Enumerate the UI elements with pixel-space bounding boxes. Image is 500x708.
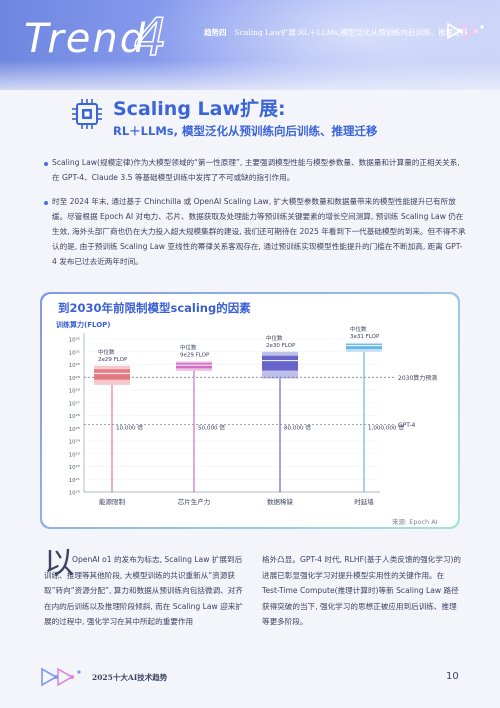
y-tick-label: 10²⁰ <box>69 490 81 497</box>
header-title-text: Scaling Law扩展:RL＋LLMs,模型泛化从预训练向后训练、推理迁移 <box>234 28 469 37</box>
section-title: Scaling Law扩展: <box>113 98 286 120</box>
category-label: 芯片生产力 <box>178 497 211 506</box>
body-column-left: OpenAI o1 的发布为标志, Scaling Law 扩展到后训练、推理等… <box>44 552 244 630</box>
multiplier-label: 50,000 倍 <box>198 424 225 432</box>
category-label: 能源限制 <box>99 497 126 506</box>
interquartile-box <box>94 369 130 380</box>
body-left-text: OpenAI o1 的发布为标志, Scaling Law 扩展到后训练、推理等… <box>44 555 243 626</box>
bullet-paragraph-1: Scaling Law(规模定律)作为大模型领域的“第一性原理”, 主要强调模型… <box>52 158 460 182</box>
section-subtitle: RL＋LLMs, 模型泛化从预训练向后训练、推理迁移 <box>113 124 378 138</box>
trend-label: Trend <box>24 16 148 62</box>
y-tick-label: 10²⁷ <box>69 400 80 407</box>
y-tick-label: 10²⁹ <box>69 375 80 382</box>
y-tick-label: 10³² <box>69 337 80 344</box>
body-right-text: 格外凸显。GPT-4 时代, RLHF(基于人类反馈的强化学习)的进展已彰显强化… <box>262 555 462 626</box>
bullet-marker <box>44 201 48 205</box>
header-fade <box>0 60 500 90</box>
y-tick-label: 10²⁶ <box>69 413 81 420</box>
multiplier-label: 80,000 倍 <box>284 424 311 432</box>
category-label: 数据稀缺 <box>267 497 294 506</box>
y-tick-label: 10²¹ <box>69 477 80 484</box>
y-tick-label: 10²⁸ <box>69 388 81 395</box>
bullet-marker <box>44 162 48 166</box>
interquartile-box <box>346 344 382 349</box>
chart-svg: 训练算力(FLOP) 10²⁰ 10²¹ 10²² 10²³ 10²⁴ 10²⁵ 10²⁶ 10… <box>56 320 437 506</box>
multiplier-label: 1,000,000 倍 <box>368 424 404 432</box>
y-axis-label: 训练算力(FLOP) <box>56 320 110 329</box>
median-label: 中位数 <box>98 348 115 356</box>
trend-number: 4 <box>133 7 168 69</box>
footer-logo-icon <box>41 667 81 687</box>
reference-line-label: GPT-4 <box>398 422 416 429</box>
chart-source: 来源: Epoch AI <box>392 518 438 526</box>
y-tick-label: 10³⁰ <box>69 362 81 369</box>
page-number: 10 <box>446 671 459 682</box>
median-label: 2e29 FLOP <box>98 357 128 363</box>
interquartile-box <box>176 363 212 369</box>
y-tick-label: 10²⁴ <box>69 439 81 446</box>
body-column-right: 格外凸显。GPT-4 时代, RLHF(基于人类反馈的强化学习)的进展已彰显强化… <box>262 552 464 630</box>
median-label: 2e30 FLOP <box>266 343 296 349</box>
ai-logo-icon <box>447 22 484 40</box>
y-tick-label: 10²³ <box>69 451 80 458</box>
reference-line-label: 2030算力预测 <box>398 374 437 382</box>
y-tick-label: 10³¹ <box>69 349 80 356</box>
bullet-paragraph-2: 时至 2024 年末, 通过基于 Chinchilla 或 OpenAI Sca… <box>52 197 466 266</box>
header-title: 趋势四 Scaling Law扩展:RL＋LLMs,模型泛化从预训练向后训练、推理… <box>204 27 468 38</box>
median-label: 中位数 <box>266 334 283 342</box>
median-label: 9e29 FLOP <box>180 352 210 358</box>
chart-title: 到2030年前限制模型scaling的因素 <box>58 301 251 315</box>
median-label: 中位数 <box>350 325 367 333</box>
y-tick-label: 10²² <box>69 464 80 471</box>
chart-card: 到2030年前限制模型scaling的因素 训练算力(FLOP) 10²⁰ 10²¹… <box>40 292 460 529</box>
category-label: 时延墙 <box>354 497 374 506</box>
header-band <box>0 0 500 90</box>
chart-card-inner: 到2030年前限制模型scaling的因素 训练算力(FLOP) 10²⁰ 10²¹… <box>42 294 458 527</box>
y-tick-label: 10²⁵ <box>69 426 80 433</box>
drop-cap: 以 <box>44 546 74 581</box>
footer-report-title: 2025十大AI技术趋势 <box>92 673 168 682</box>
multiplier-label: 10,000 倍 <box>116 424 143 432</box>
median-label: 中位数 <box>180 343 197 351</box>
median-label: 3e31 FLOP <box>350 334 380 340</box>
header-label: 趋势四 <box>204 28 227 37</box>
interquartile-box <box>262 355 298 371</box>
chip-icon <box>72 99 102 129</box>
